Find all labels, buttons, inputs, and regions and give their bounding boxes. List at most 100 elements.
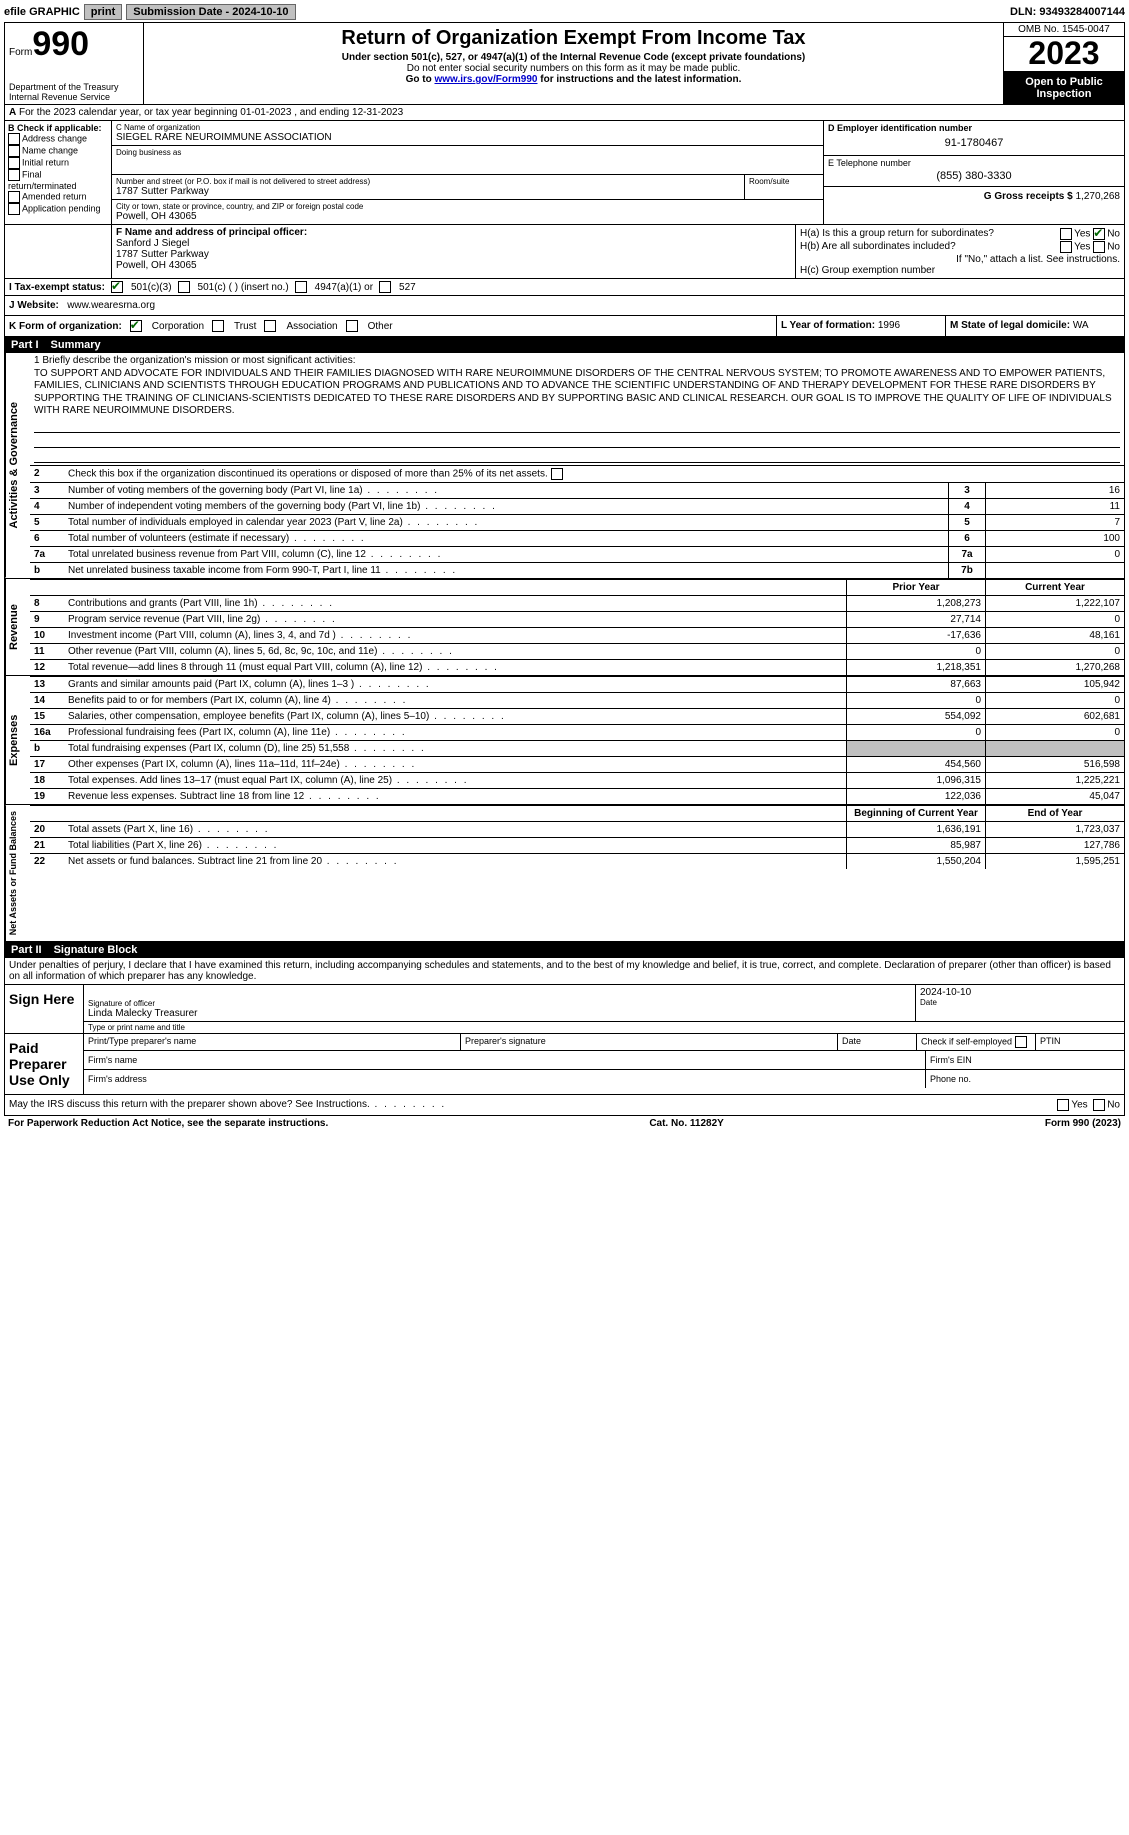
ha-yes[interactable]	[1060, 228, 1072, 240]
j-label: J Website:	[9, 300, 59, 311]
org-name: SIEGEL RARE NEUROIMMUNE ASSOCIATION	[116, 132, 819, 143]
officer-value: Linda Malecky Treasurer	[88, 1008, 911, 1019]
form-container: Form990 Department of the Treasury Inter…	[4, 22, 1125, 1116]
print-button[interactable]: print	[84, 4, 122, 20]
gross-label: G Gross receipts $	[984, 191, 1073, 202]
chk-corp[interactable]	[130, 320, 142, 332]
ha-q: H(a) Is this a group return for subordin…	[800, 228, 994, 240]
form-num: 990	[32, 25, 89, 63]
ha-no-lbl: No	[1107, 229, 1120, 240]
part2-num: Part II	[11, 944, 42, 956]
discuss-no[interactable]	[1093, 1099, 1105, 1111]
goto-pre: Go to	[406, 74, 435, 85]
ha-no[interactable]	[1093, 228, 1105, 240]
rev-section: Revenue Prior YearCurrent Year 8Contribu…	[5, 579, 1124, 676]
discuss-yes[interactable]	[1057, 1099, 1069, 1111]
irs-link[interactable]: www.irs.gov/Form990	[434, 74, 537, 85]
city-value: Powell, OH 43065	[116, 211, 819, 222]
chk-initial[interactable]	[8, 157, 20, 169]
form-title: Return of Organization Exempt From Incom…	[150, 27, 997, 50]
net-label: Net Assets or Fund Balances	[5, 805, 30, 941]
line-a-text: For the 2023 calendar year, or tax year …	[19, 107, 403, 118]
mission-block: 1 Briefly describe the organization's mi…	[30, 353, 1124, 465]
table-row: 17Other expenses (Part IX, column (A), l…	[30, 756, 1124, 772]
lbl-527: 527	[399, 282, 416, 293]
may-discuss-line: May the IRS discuss this return with the…	[5, 1095, 1124, 1115]
hb-no[interactable]	[1093, 241, 1105, 253]
table-row: 7aTotal unrelated business revenue from …	[30, 546, 1124, 562]
hb-yes-lbl: Yes	[1074, 242, 1090, 253]
discuss-no-lbl: No	[1107, 1099, 1120, 1110]
firm-phone-label: Phone no.	[926, 1070, 1124, 1088]
part1-num: Part I	[11, 339, 39, 351]
lbl-address: Address change	[22, 133, 87, 143]
officer-addr2: Powell, OH 43065	[116, 260, 791, 271]
gross-value: 1,270,268	[1076, 191, 1121, 202]
exp-lines: 13Grants and similar amounts paid (Part …	[30, 676, 1124, 804]
lbl-4947: 4947(a)(1) or	[315, 282, 373, 293]
chk-assoc[interactable]	[264, 320, 276, 332]
table-row: 19Revenue less expenses. Subtract line 1…	[30, 788, 1124, 804]
chk-address[interactable]	[8, 133, 20, 145]
open-public-badge: Open to Public Inspection	[1004, 72, 1124, 104]
mission-prompt: 1 Briefly describe the organization's mi…	[34, 355, 1120, 368]
bcde-row: B Check if applicable: Address change Na…	[5, 121, 1124, 225]
lbl-initial: Initial return	[22, 157, 69, 167]
chk-trust[interactable]	[212, 320, 224, 332]
table-row: 11Other revenue (Part VIII, column (A), …	[30, 643, 1124, 659]
firm-ein-label: Firm's EIN	[926, 1051, 1124, 1069]
chk-self-employed[interactable]	[1015, 1036, 1027, 1048]
lbl-assoc: Association	[286, 321, 337, 332]
gov-table: 2Check this box if the organization disc…	[30, 465, 1124, 482]
chk-527[interactable]	[379, 281, 391, 293]
m-value: WA	[1073, 320, 1089, 331]
phone-value: (855) 380-3330	[828, 168, 1120, 184]
discuss-yes-lbl: Yes	[1071, 1099, 1087, 1110]
gov-label: Activities & Governance	[5, 353, 30, 578]
lbl-name: Name change	[22, 145, 78, 155]
chk-line2[interactable]	[551, 468, 563, 480]
table-row: 3Number of voting members of the governi…	[30, 482, 1124, 498]
hb-yes[interactable]	[1060, 241, 1072, 253]
form-header: Form990 Department of the Treasury Inter…	[5, 23, 1124, 105]
goto-line: Go to www.irs.gov/Form990 for instructio…	[150, 74, 997, 85]
c-name-label: C Name of organization	[116, 123, 819, 132]
i-label: I Tax-exempt status:	[9, 282, 105, 293]
chk-amended[interactable]	[8, 191, 20, 203]
box-f: F Name and address of principal officer:…	[112, 225, 796, 278]
table-row: 21Total liabilities (Part X, line 26)85,…	[30, 837, 1124, 853]
chk-final[interactable]	[8, 169, 20, 181]
prep-name-label: Print/Type preparer's name	[84, 1034, 461, 1050]
chk-4947[interactable]	[295, 281, 307, 293]
sign-here-block: Sign Here Signature of officer Linda Mal…	[5, 985, 1124, 1034]
lbl-501c: 501(c) ( ) (insert no.)	[198, 282, 289, 293]
chk-501c[interactable]	[178, 281, 190, 293]
prep-sig-label: Preparer's signature	[461, 1034, 838, 1050]
hdr-current: Current Year	[986, 579, 1125, 595]
table-row: 16aProfessional fundraising fees (Part I…	[30, 724, 1124, 740]
ein-value: 91-1780467	[828, 133, 1120, 153]
exp-section: Expenses 13Grants and similar amounts pa…	[5, 676, 1124, 805]
officer-name: Sanford J Siegel	[116, 238, 791, 249]
f-label: F Name and address of principal officer:	[116, 227, 791, 238]
topbar: efile GRAPHIC print Submission Date - 20…	[4, 4, 1125, 20]
footer-left: For Paperwork Reduction Act Notice, see …	[8, 1118, 328, 1129]
chk-501c3[interactable]	[111, 281, 123, 293]
lbl-amended: Amended return	[22, 191, 87, 201]
submission-date-button[interactable]: Submission Date - 2024-10-10	[126, 4, 295, 20]
table-row: 13Grants and similar amounts paid (Part …	[30, 676, 1124, 692]
chk-pending[interactable]	[8, 203, 20, 215]
table-row: 4Number of independent voting members of…	[30, 498, 1124, 514]
lbl-other: Other	[368, 321, 393, 332]
line2-text: Check this box if the organization disco…	[68, 468, 548, 479]
officer-addr1: 1787 Sutter Parkway	[116, 249, 791, 260]
chk-other[interactable]	[346, 320, 358, 332]
ein-label: D Employer identification number	[828, 123, 1120, 133]
goto-post: for instructions and the latest informat…	[537, 74, 741, 85]
form-number: Form990	[9, 25, 139, 64]
chk-name[interactable]	[8, 145, 20, 157]
type-label: Type or print name and title	[84, 1022, 1124, 1033]
hc-q: H(c) Group exemption number	[800, 265, 1120, 276]
footer-right: Form 990 (2023)	[1045, 1118, 1121, 1129]
dept-label: Department of the Treasury Internal Reve…	[9, 82, 139, 102]
